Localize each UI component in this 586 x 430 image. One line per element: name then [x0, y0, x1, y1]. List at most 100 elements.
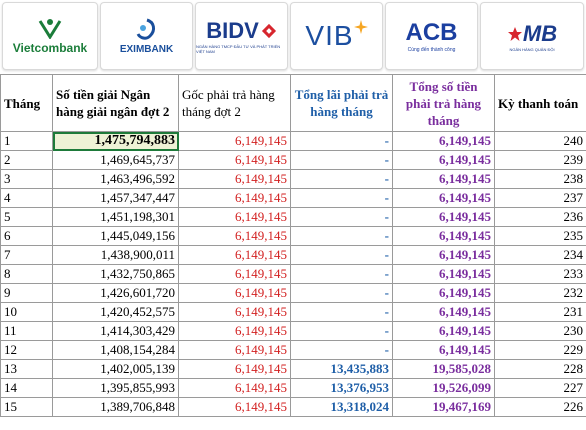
cell-total[interactable]: 19,467,169: [392, 397, 495, 417]
cell-interest[interactable]: -: [290, 207, 393, 227]
cell-interest[interactable]: -: [290, 302, 393, 322]
cell-month[interactable]: 4: [0, 188, 53, 208]
cell-principal[interactable]: 6,149,145: [178, 359, 291, 379]
cell-balance[interactable]: 1,463,496,592: [52, 169, 179, 189]
cell-balance[interactable]: 1,451,198,301: [52, 207, 179, 227]
vietcombank-logo: Vietcombank: [2, 2, 98, 70]
cell-balance[interactable]: 1,426,601,720: [52, 283, 179, 303]
table-row: 2 1,469,645,737 6,149,145-6,149,145 239: [0, 150, 586, 170]
cell-principal[interactable]: 6,149,145: [178, 321, 291, 341]
cell-month[interactable]: 5: [0, 207, 53, 227]
cell-interest[interactable]: -: [290, 264, 393, 284]
cell-principal[interactable]: 6,149,145: [178, 150, 291, 170]
cell-balance[interactable]: 1,389,706,848: [52, 397, 179, 417]
cell-principal[interactable]: 6,149,145: [178, 302, 291, 322]
cell-balance[interactable]: 1,432,750,865: [52, 264, 179, 284]
cell-balance[interactable]: 1,469,645,737: [52, 150, 179, 170]
cell-total[interactable]: 6,149,145: [392, 321, 495, 341]
cell-principal[interactable]: 6,149,145: [178, 188, 291, 208]
cell-term[interactable]: 226: [494, 397, 586, 417]
cell-principal[interactable]: 6,149,145: [178, 397, 291, 417]
cell-principal[interactable]: 6,149,145: [178, 245, 291, 265]
cell-total[interactable]: 6,149,145: [392, 340, 495, 360]
selected-cell[interactable]: 1,475,794,883: [52, 131, 179, 151]
header-month: Tháng: [0, 74, 53, 132]
cell-month[interactable]: 6: [0, 226, 53, 246]
cell-principal[interactable]: 6,149,145: [178, 131, 291, 151]
cell-interest[interactable]: 13,435,883: [290, 359, 393, 379]
cell-month[interactable]: 15: [0, 397, 53, 417]
cell-total[interactable]: 19,585,028: [392, 359, 495, 379]
cell-month[interactable]: 1: [0, 131, 53, 151]
mb-star-icon: [507, 26, 522, 41]
cell-principal[interactable]: 6,149,145: [178, 340, 291, 360]
cell-month[interactable]: 11: [0, 321, 53, 341]
cell-total[interactable]: 6,149,145: [392, 226, 495, 246]
cell-total[interactable]: 6,149,145: [392, 169, 495, 189]
cell-term[interactable]: 231: [494, 302, 586, 322]
cell-month[interactable]: 14: [0, 378, 53, 398]
cell-term[interactable]: 229: [494, 340, 586, 360]
cell-balance[interactable]: 1,445,049,156: [52, 226, 179, 246]
cell-interest[interactable]: 13,376,953: [290, 378, 393, 398]
cell-balance[interactable]: 1,402,005,139: [52, 359, 179, 379]
cell-term[interactable]: 238: [494, 169, 586, 189]
eximbank-logo: EXIMBANK: [100, 2, 193, 70]
cell-total[interactable]: 6,149,145: [392, 188, 495, 208]
cell-interest[interactable]: -: [290, 226, 393, 246]
cell-interest[interactable]: -: [290, 188, 393, 208]
logo-label: BIDV: [206, 18, 259, 43]
cell-principal[interactable]: 6,149,145: [178, 226, 291, 246]
table-row: 8 1,432,750,865 6,149,145-6,149,145 233: [0, 264, 586, 284]
cell-interest[interactable]: -: [290, 340, 393, 360]
cell-term[interactable]: 239: [494, 150, 586, 170]
cell-interest[interactable]: -: [290, 283, 393, 303]
cell-total[interactable]: 6,149,145: [392, 283, 495, 303]
logo-sublabel: NGÂN HÀNG QUÂN ĐỘI: [509, 46, 555, 52]
cell-term[interactable]: 237: [494, 188, 586, 208]
cell-interest[interactable]: -: [290, 131, 393, 151]
cell-term[interactable]: 228: [494, 359, 586, 379]
cell-total[interactable]: 6,149,145: [392, 131, 495, 151]
logo-label: EXIMBANK: [119, 43, 174, 55]
cell-balance[interactable]: 1,395,855,993: [52, 378, 179, 398]
cell-term[interactable]: 240: [494, 131, 586, 151]
cell-total[interactable]: 6,149,145: [392, 150, 495, 170]
cell-interest[interactable]: -: [290, 321, 393, 341]
cell-month[interactable]: 12: [0, 340, 53, 360]
cell-total[interactable]: 6,149,145: [392, 302, 495, 322]
cell-term[interactable]: 235: [494, 226, 586, 246]
cell-balance[interactable]: 1,414,303,429: [52, 321, 179, 341]
cell-principal[interactable]: 6,149,145: [178, 264, 291, 284]
cell-month[interactable]: 7: [0, 245, 53, 265]
cell-term[interactable]: 233: [494, 264, 586, 284]
cell-total[interactable]: 6,149,145: [392, 264, 495, 284]
cell-term[interactable]: 230: [494, 321, 586, 341]
cell-total[interactable]: 6,149,145: [392, 245, 495, 265]
cell-interest[interactable]: -: [290, 169, 393, 189]
cell-principal[interactable]: 6,149,145: [178, 283, 291, 303]
cell-term[interactable]: 234: [494, 245, 586, 265]
cell-principal[interactable]: 6,149,145: [178, 378, 291, 398]
cell-balance[interactable]: 1,438,900,011: [52, 245, 179, 265]
cell-balance[interactable]: 1,420,452,575: [52, 302, 179, 322]
cell-term[interactable]: 236: [494, 207, 586, 227]
cell-balance[interactable]: 1,408,154,284: [52, 340, 179, 360]
cell-balance[interactable]: 1,457,347,447: [52, 188, 179, 208]
cell-month[interactable]: 3: [0, 169, 53, 189]
cell-month[interactable]: 9: [0, 283, 53, 303]
cell-term[interactable]: 232: [494, 283, 586, 303]
cell-interest[interactable]: -: [290, 245, 393, 265]
cell-interest[interactable]: -: [290, 150, 393, 170]
cell-principal[interactable]: 6,149,145: [178, 207, 291, 227]
cell-month[interactable]: 8: [0, 264, 53, 284]
cell-total[interactable]: 6,149,145: [392, 207, 495, 227]
cell-month[interactable]: 10: [0, 302, 53, 322]
cell-interest[interactable]: 13,318,024: [290, 397, 393, 417]
cell-month[interactable]: 2: [0, 150, 53, 170]
cell-total[interactable]: 19,526,099: [392, 378, 495, 398]
header-disbursed-balance: Số tiền giải Ngân hàng giải ngân đợt 2: [52, 74, 179, 132]
cell-principal[interactable]: 6,149,145: [178, 169, 291, 189]
cell-month[interactable]: 13: [0, 359, 53, 379]
cell-term[interactable]: 227: [494, 378, 586, 398]
